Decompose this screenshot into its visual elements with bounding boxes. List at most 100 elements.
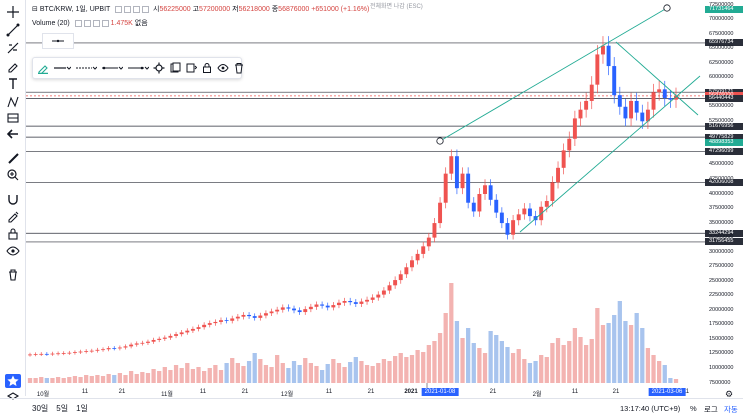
candle-body (348, 301, 353, 303)
price-axis-label: 25000000 (709, 277, 734, 284)
price-level-label: 42006008 (705, 178, 743, 186)
eye-icon[interactable] (3, 243, 23, 259)
volume-bar (612, 315, 617, 383)
trendline-icon[interactable] (3, 22, 23, 38)
line-end-icon[interactable] (101, 60, 123, 76)
star-icon[interactable] (5, 374, 21, 388)
candle-body (522, 208, 527, 215)
candle-body (129, 344, 134, 347)
range-30d-button[interactable]: 30일 (32, 404, 49, 413)
candle-body (241, 314, 246, 317)
drawing-handle[interactable] (42, 33, 74, 49)
volume-bar (202, 371, 207, 383)
chart-settings-icon[interactable]: ⚙ (724, 389, 734, 399)
measure-icon[interactable] (3, 110, 23, 126)
brush-icon[interactable] (3, 58, 23, 74)
candle-body (454, 156, 459, 189)
volume-bar (123, 375, 128, 383)
candle-body (247, 314, 252, 317)
volume-bar (117, 373, 123, 383)
lock-drawing-icon[interactable] (3, 208, 23, 224)
volume-bar (168, 370, 173, 383)
legend-buttons[interactable] (115, 5, 150, 13)
volume-bar (387, 361, 392, 383)
candle-body (196, 327, 201, 329)
layers-icon[interactable] (169, 60, 181, 76)
line-style-icon[interactable] (75, 60, 97, 76)
settings-icon[interactable] (153, 60, 165, 76)
volume-bar (325, 364, 330, 383)
auto-scale-button[interactable]: 자동 (724, 405, 738, 414)
collapse-icon[interactable]: ⊟ (32, 6, 40, 13)
price-axis-label: 17500000 (709, 321, 734, 328)
volume-label[interactable]: Volume (20) (32, 20, 70, 27)
eye-icon[interactable] (217, 60, 229, 76)
volume-bar (364, 365, 370, 383)
volume-bar (499, 341, 504, 383)
volume-bar (190, 369, 196, 383)
anchor-handle (436, 137, 444, 145)
arrow-icon[interactable] (3, 126, 23, 142)
time-axis[interactable]: 10월 11 21 11월 11 21 12월 11 21 2021 21 2월 11 21 11 2021-… (26, 388, 705, 398)
open-value: 56225000 (159, 6, 191, 13)
volume-bar (213, 365, 218, 383)
layers-icon[interactable] (3, 390, 23, 406)
time-axis-label: 21 (118, 389, 126, 395)
candle-body (438, 202, 443, 224)
candle-body (174, 334, 179, 336)
zoom-icon[interactable] (3, 167, 23, 183)
volume-bar (106, 374, 111, 383)
range-1d-button[interactable]: 1일 (76, 404, 88, 413)
candle-body (286, 307, 291, 309)
line-width-icon[interactable] (53, 60, 71, 76)
candle-body (505, 223, 510, 235)
volume-bar (342, 367, 347, 383)
price-chart[interactable] (26, 0, 705, 388)
volume-bar (33, 378, 38, 383)
volume-legend: Volume (20) 1.475K 없음 (32, 19, 148, 29)
log-scale-button[interactable]: 로그 (704, 405, 718, 414)
pencil-icon[interactable] (37, 60, 49, 76)
volume-bar (617, 301, 622, 383)
candle-body (112, 348, 117, 349)
time-axis-label: 11 (199, 389, 207, 395)
pattern-icon[interactable] (3, 94, 23, 110)
line-end-right-icon[interactable] (127, 60, 149, 76)
volume-bar (488, 331, 493, 383)
volume-bar (230, 358, 235, 383)
ruler-icon[interactable] (3, 150, 23, 166)
trash-icon[interactable] (233, 60, 245, 76)
clone-icon[interactable] (185, 60, 197, 76)
candle-body (359, 301, 364, 304)
text-icon[interactable] (3, 76, 23, 92)
clock[interactable]: 13:17:40 (UTC+9) (620, 404, 681, 413)
candle-body (387, 285, 392, 291)
time-axis-label: 11월 (161, 392, 173, 398)
percent-scale-button[interactable]: % (690, 404, 697, 413)
volume-bar (510, 353, 516, 383)
volume-bar (606, 323, 611, 383)
volume-bar (89, 376, 94, 383)
candle-body (72, 352, 77, 353)
candle-body (662, 89, 667, 99)
channel-upper-line (439, 7, 668, 142)
magnet-icon[interactable] (3, 191, 23, 207)
symbol-name[interactable]: BTC/KRW, 1일, UPBIT (39, 6, 111, 13)
volume-bar (555, 338, 561, 383)
candle-body (511, 220, 516, 235)
price-axis-label: 65000000 (709, 45, 734, 52)
volume-legend-buttons[interactable] (74, 19, 109, 27)
volume-bar (241, 366, 246, 383)
candle-body (398, 274, 403, 281)
lock-icon[interactable] (3, 226, 23, 242)
crosshair-icon[interactable] (3, 4, 23, 20)
volume-bar (673, 379, 679, 383)
volume-bar (303, 358, 308, 383)
price-axis-label: 30000000 (709, 248, 734, 255)
trash-icon[interactable] (3, 267, 23, 283)
candle-body (370, 297, 375, 300)
candle-body (471, 202, 476, 212)
range-5d-button[interactable]: 5일 (56, 404, 69, 413)
lock-icon[interactable] (201, 60, 213, 76)
fib-icon[interactable] (3, 40, 23, 56)
